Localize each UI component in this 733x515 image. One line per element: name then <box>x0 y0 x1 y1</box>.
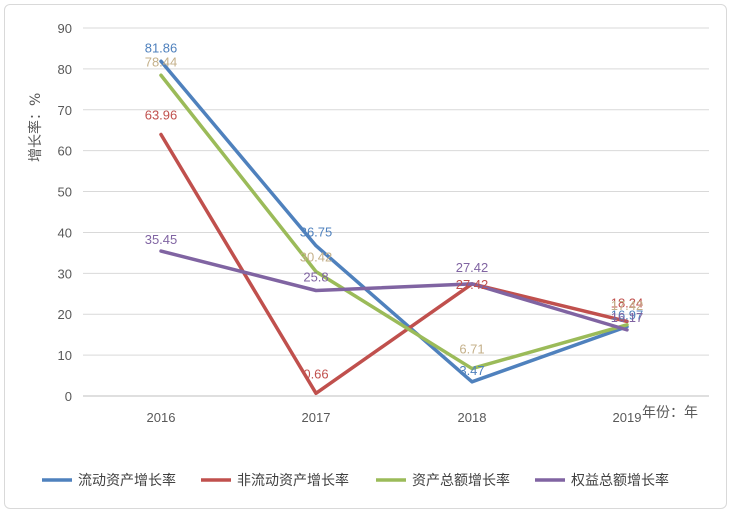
chart-frame <box>4 4 727 509</box>
data-label: 81.86 <box>145 40 178 55</box>
series-line-4 <box>159 249 629 332</box>
x-tick-labels: 2016 2017 2018 2019 <box>147 410 642 425</box>
y-tick-label: 20 <box>58 307 72 322</box>
data-label: 25.8 <box>303 270 328 285</box>
legend-label-2: 非流动资产增长率 <box>237 472 349 489</box>
data-label: 30.42 <box>300 250 333 265</box>
legend-label-4: 权益总额增长率 <box>571 472 669 489</box>
y-tick-labels: 0 10 20 30 40 50 60 70 80 90 <box>58 21 72 404</box>
series-line-3 <box>159 73 629 371</box>
data-label: 3.47 <box>459 363 484 378</box>
data-label: 63.96 <box>145 107 178 122</box>
x-tick-label: 2018 <box>458 410 487 425</box>
y-tick-label: 40 <box>58 225 72 240</box>
data-label: 35.45 <box>145 232 178 247</box>
data-label: 0.66 <box>303 366 328 381</box>
legend: 流动资产增长率 非流动资产增长率 资产总额增长率 权益总额增长率 <box>42 472 669 489</box>
data-label: 78.44 <box>145 54 178 69</box>
data-label: 27.42 <box>456 277 489 292</box>
y-tick-label: 0 <box>65 389 72 404</box>
legend-label-3: 资产总额增长率 <box>412 472 510 489</box>
series-line-2 <box>159 132 629 396</box>
y-tick-label: 30 <box>58 266 72 281</box>
x-axis-title: 年份：年 <box>642 405 698 421</box>
y-axis-title: 增长率：% <box>27 93 44 162</box>
series-lines <box>159 59 629 396</box>
x-tick-label: 2017 <box>302 410 331 425</box>
data-label: 18.24 <box>611 295 644 310</box>
data-labels: 81.86 36.75 3.47 16.97 63.96 0.66 27.42 18.24 78… <box>145 40 644 381</box>
y-tick-label: 90 <box>58 21 72 36</box>
x-tick-label: 2016 <box>147 410 176 425</box>
data-label: 6.71 <box>459 342 484 357</box>
legend-label-1: 流动资产增长率 <box>78 472 176 489</box>
y-tick-label: 60 <box>58 144 72 159</box>
data-label: 16.17 <box>611 310 644 325</box>
series-line-1 <box>159 59 629 384</box>
grid-lines <box>83 27 709 397</box>
y-tick-label: 80 <box>58 62 72 77</box>
data-label: 36.75 <box>300 225 333 240</box>
data-label: 17.42 <box>611 298 644 313</box>
x-tick-label: 2019 <box>613 410 642 425</box>
y-tick-label: 50 <box>58 185 72 200</box>
data-label: 27.42 <box>456 260 489 275</box>
y-tick-label: 10 <box>58 348 72 363</box>
data-label: 16.97 <box>611 308 644 323</box>
y-tick-label: 70 <box>58 103 72 118</box>
